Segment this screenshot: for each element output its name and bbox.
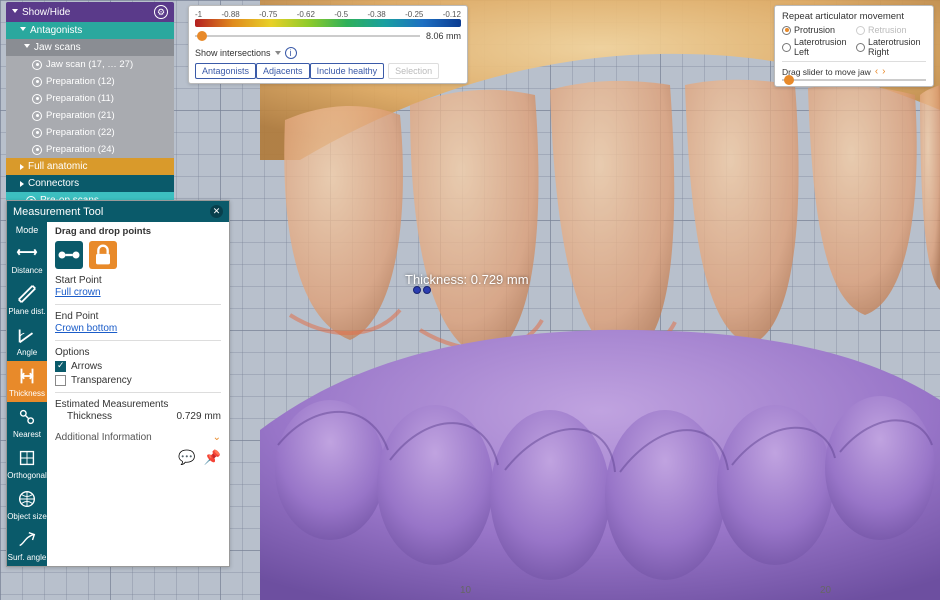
show-hide-header[interactable]: Show/Hide ⚙ [6, 2, 174, 22]
transparency-checkbox[interactable]: Transparency [55, 375, 221, 386]
measurement-title: Measurement Tool [13, 206, 103, 218]
articulator-title: Repeat articulator movement [782, 11, 926, 22]
mode-object-size[interactable]: Object size [7, 484, 47, 525]
radio-laterotrusion-left[interactable]: Laterotrusion Left [782, 37, 852, 57]
arrows-checkbox[interactable]: Arrows [55, 361, 221, 372]
adjacents-button[interactable]: Adjacents [256, 63, 310, 79]
teeth-render [260, 0, 940, 600]
tree-row[interactable]: Preparation (21) [6, 107, 174, 124]
tree-row[interactable]: Preparation (11) [6, 90, 174, 107]
mode-nearest[interactable]: Nearest [7, 402, 47, 443]
measurement-tool-panel: Measurement Tool ✕ Mode DistancePlane di… [6, 200, 230, 567]
tree-row[interactable]: Preparation (12) [6, 73, 174, 90]
start-point-label: Start Point [55, 275, 221, 286]
visibility-icon[interactable] [32, 145, 42, 155]
chevron-left-icon[interactable]: ‹ [875, 66, 878, 77]
axis-label-10: 10 [460, 585, 471, 596]
pin-icon[interactable]: 📌 [204, 449, 221, 466]
selection-button: Selection [388, 63, 439, 79]
antagonists-button[interactable]: Antagonists [195, 63, 256, 79]
mode-thickness[interactable]: Thickness [7, 361, 47, 402]
tree-row[interactable]: Full anatomic [6, 158, 174, 175]
additional-info-toggle[interactable]: Additional Information ⌄ [55, 432, 221, 443]
est-measurements-label: Estimated Measurements [55, 399, 221, 410]
visibility-icon[interactable] [32, 111, 42, 121]
mode-header: Mode [7, 222, 47, 238]
distance-slider[interactable] [195, 35, 420, 37]
tree-row[interactable]: Preparation (24) [6, 141, 174, 158]
visibility-icon[interactable] [32, 60, 42, 70]
radio-protrusion[interactable]: Protrusion [782, 25, 852, 35]
chevron-down-icon: ⌄ [213, 432, 221, 443]
mode-angle[interactable]: Angle [7, 320, 47, 361]
end-point-link[interactable]: Crown bottom [55, 323, 221, 334]
dragdrop-header: Drag and drop points [55, 226, 221, 237]
thickness-key: Thickness [67, 411, 112, 422]
visibility-icon[interactable] [32, 128, 42, 138]
thickness-overlay: Thickness: 0.729 mm [405, 272, 529, 287]
info-icon[interactable]: i [285, 47, 297, 59]
visibility-icon[interactable] [32, 94, 42, 104]
radio-laterotrusion-right[interactable]: Laterotrusion Right [856, 37, 926, 57]
jaw-slider[interactable] [782, 79, 926, 81]
comment-icon[interactable]: 💬 [178, 449, 195, 466]
tree-row[interactable]: Preparation (22) [6, 124, 174, 141]
tree-row[interactable]: Connectors [6, 175, 174, 192]
mode-plane-dist-[interactable]: Plane dist. [7, 279, 47, 320]
mode-orthogonal[interactable]: Orthogonal [7, 443, 47, 484]
include-healthy-button[interactable]: Include healthy [310, 63, 385, 79]
show-intersections-label: Show intersections [195, 48, 271, 58]
articulator-panel: Repeat articulator movement Protrusion Re… [774, 5, 934, 87]
gradient-legend [195, 19, 461, 27]
jaw-slider-label: Drag slider to move jaw [782, 67, 871, 77]
gear-icon[interactable]: ⚙ [154, 5, 168, 19]
intersection-toolbar: -1-0.88-0.75-0.62-0.5-0.38-0.25-0.12 8.0… [188, 5, 468, 84]
mode-distance[interactable]: Distance [7, 238, 47, 279]
show-hide-title: Show/Hide [22, 7, 70, 18]
tree-row[interactable]: Jaw scan (17, … 27) [6, 56, 174, 73]
chevron-right-icon[interactable]: › [882, 66, 885, 77]
measurement-points[interactable] [413, 286, 431, 294]
start-point-link[interactable]: Full crown [55, 287, 221, 298]
thickness-value: 0.729 mm [177, 411, 221, 422]
point-tool-icon[interactable] [55, 241, 83, 269]
slider-value: 8.06 mm [426, 31, 461, 41]
end-point-label: End Point [55, 311, 221, 322]
visibility-icon[interactable] [32, 77, 42, 87]
options-label: Options [55, 347, 221, 358]
radio-retrusion: Retrusion [856, 25, 926, 35]
tree-row[interactable]: Antagonists [6, 22, 174, 39]
lock-icon[interactable] [89, 241, 117, 269]
close-icon[interactable]: ✕ [210, 205, 223, 218]
tree-row[interactable]: Jaw scans [6, 39, 174, 56]
axis-label-20: 20 [820, 585, 831, 596]
chevron-down-icon[interactable] [275, 51, 281, 55]
mode-surf-angle[interactable]: Surf. angle [7, 525, 47, 566]
